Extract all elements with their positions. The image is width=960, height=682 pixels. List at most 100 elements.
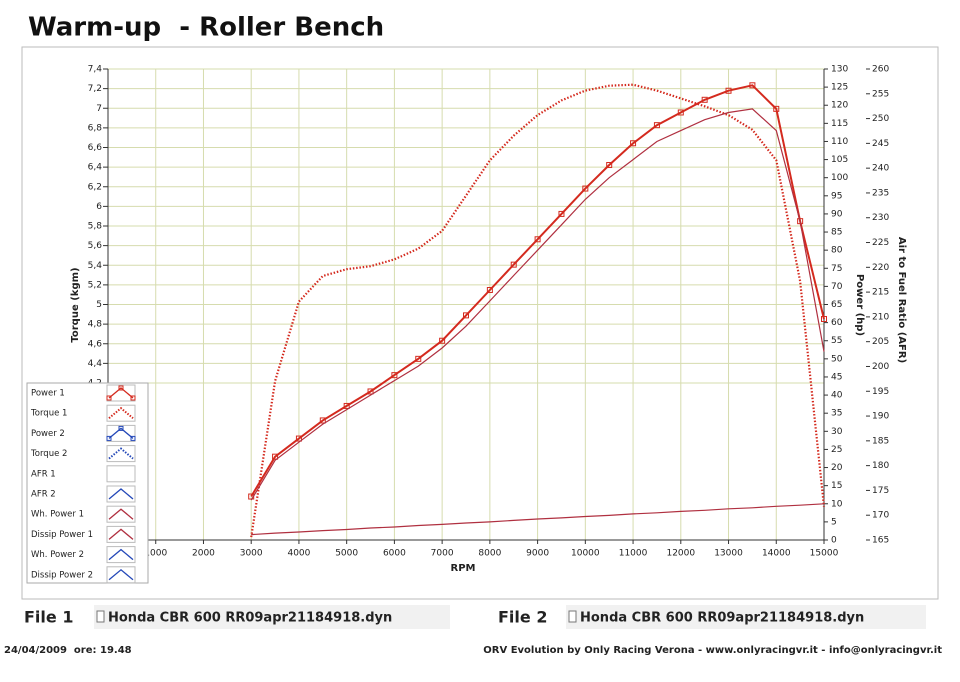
series-line [250, 108, 825, 501]
file-box [566, 605, 926, 629]
point-marker [534, 236, 541, 243]
y-tick-label: 7,4 [88, 65, 103, 75]
legend-marker [106, 435, 112, 441]
legend-marker [130, 395, 136, 401]
y3-tick-label: 190 [872, 412, 889, 422]
point-marker [486, 287, 493, 294]
legend-label: AFR 2 [31, 490, 56, 500]
y-tick-label: 4,6 [88, 339, 103, 349]
point-marker [295, 435, 302, 442]
legend-label: Dissip Power 2 [31, 570, 93, 580]
legend-marker [130, 435, 136, 441]
y3-tick-label: 245 [872, 139, 889, 149]
x-tick-label: 15000 [810, 549, 839, 559]
legend-marker [118, 425, 124, 431]
y3-tick-label: 165 [872, 536, 889, 546]
y-tick-label: 4,8 [88, 320, 103, 330]
y2-tick-label: 20 [831, 463, 843, 473]
y2-tick-label: 75 [831, 264, 842, 274]
y-tick-label: 7,2 [88, 84, 102, 94]
point-marker [701, 96, 708, 103]
y2-tick-label: 110 [831, 137, 848, 147]
series-line [250, 83, 826, 538]
point-marker [343, 402, 350, 409]
y3-tick-label: 230 [872, 213, 889, 223]
legend-label: AFR 1 [31, 469, 56, 479]
y3-tick-label: 185 [872, 436, 889, 446]
point-marker [439, 337, 446, 344]
y2-tick-label: 55 [831, 336, 842, 346]
x-tick-label: 2000 [192, 549, 215, 559]
y3-tick-label: 250 [872, 114, 889, 124]
y2-tick-label: 50 [831, 354, 843, 364]
point-marker [558, 210, 565, 217]
legend-swatch-box [106, 505, 136, 523]
y2-tick-label: 65 [831, 300, 842, 310]
y2-tick-label: 95 [831, 191, 842, 201]
y-axis-title: Torque (kgm) [70, 267, 81, 342]
y2-tick-label: 130 [831, 65, 848, 75]
y3-tick-label: 195 [872, 387, 889, 397]
legend-swatch [108, 528, 134, 540]
series-line [251, 503, 825, 536]
y-tick-label: 6,2 [88, 182, 102, 192]
y2-tick-label: 125 [831, 83, 848, 93]
legend-swatch-box [106, 485, 136, 503]
legend-swatch-box [106, 404, 136, 422]
y-tick-label: 6,6 [88, 143, 103, 153]
y2-tick-label: 45 [831, 372, 842, 382]
x-tick-label: 14000 [762, 549, 791, 559]
y2-tick-label: 115 [831, 119, 848, 129]
legend-marker [106, 395, 112, 401]
y2-tick-label: 35 [831, 409, 842, 419]
x-tick-label: 5000 [335, 549, 358, 559]
y2-tick-label: 85 [831, 228, 842, 238]
plot: 1000 2000 3000 4000 5000 6000 7000 8000 9000 1000… [88, 65, 890, 559]
point-marker [749, 82, 756, 89]
y-tick-label: 6 [96, 202, 102, 212]
legend-swatch [108, 447, 134, 460]
y3-axis-title: Air to Fuel Ratio (AFR) [896, 237, 907, 363]
y3-tick-label: 170 [872, 511, 889, 521]
y-tick-label: 4,4 [88, 359, 103, 369]
x-tick-label: 3000 [240, 549, 263, 559]
point-marker [582, 185, 589, 192]
y2-tick-label: 120 [831, 101, 848, 111]
file-icon [568, 610, 577, 623]
point-marker [463, 312, 469, 319]
y3-tick-label: 205 [872, 337, 889, 347]
legend-swatch [108, 568, 134, 581]
point-marker [272, 453, 279, 460]
y3-tick-label: 235 [872, 188, 889, 198]
x-tick-label: 13000 [714, 549, 743, 559]
legend-swatch-box [106, 445, 136, 463]
y-tick-label: 6,8 [88, 123, 103, 133]
point-marker [415, 355, 422, 362]
y3-tick-label: 255 [872, 89, 889, 99]
y3-tick-label: 180 [872, 461, 889, 471]
y2-tick-label: 5 [831, 517, 837, 527]
y2-tick-label: 70 [831, 282, 843, 292]
y2-axis-title: Power (hp) [854, 274, 865, 336]
frame [21, 46, 939, 600]
point-marker [319, 417, 326, 424]
point-marker [725, 87, 732, 94]
y3-tick-label: 260 [872, 65, 889, 75]
y-tick-label: 5,4 [88, 261, 103, 271]
legend: Power 1 Torque 1 Power 2 Torque 2 AFR 1 AFR 2… [26, 382, 149, 584]
x-tick-label: 12000 [666, 549, 695, 559]
y2-tick-label: 15 [831, 481, 842, 491]
file-name: Honda CBR 600 RR09apr21184918.dyn [580, 611, 864, 626]
x-tick-label: 6000 [383, 549, 406, 559]
y2-tick-label: 30 [831, 427, 843, 437]
file-box [94, 605, 450, 629]
x-axis-title: RPM [451, 563, 476, 574]
point-marker [773, 105, 780, 112]
point-marker [630, 140, 637, 147]
y3-tick-label: 240 [872, 164, 889, 174]
y3-tick-label: 175 [872, 486, 889, 496]
point-marker [606, 162, 613, 169]
x-tick-label: 4000 [287, 549, 310, 559]
